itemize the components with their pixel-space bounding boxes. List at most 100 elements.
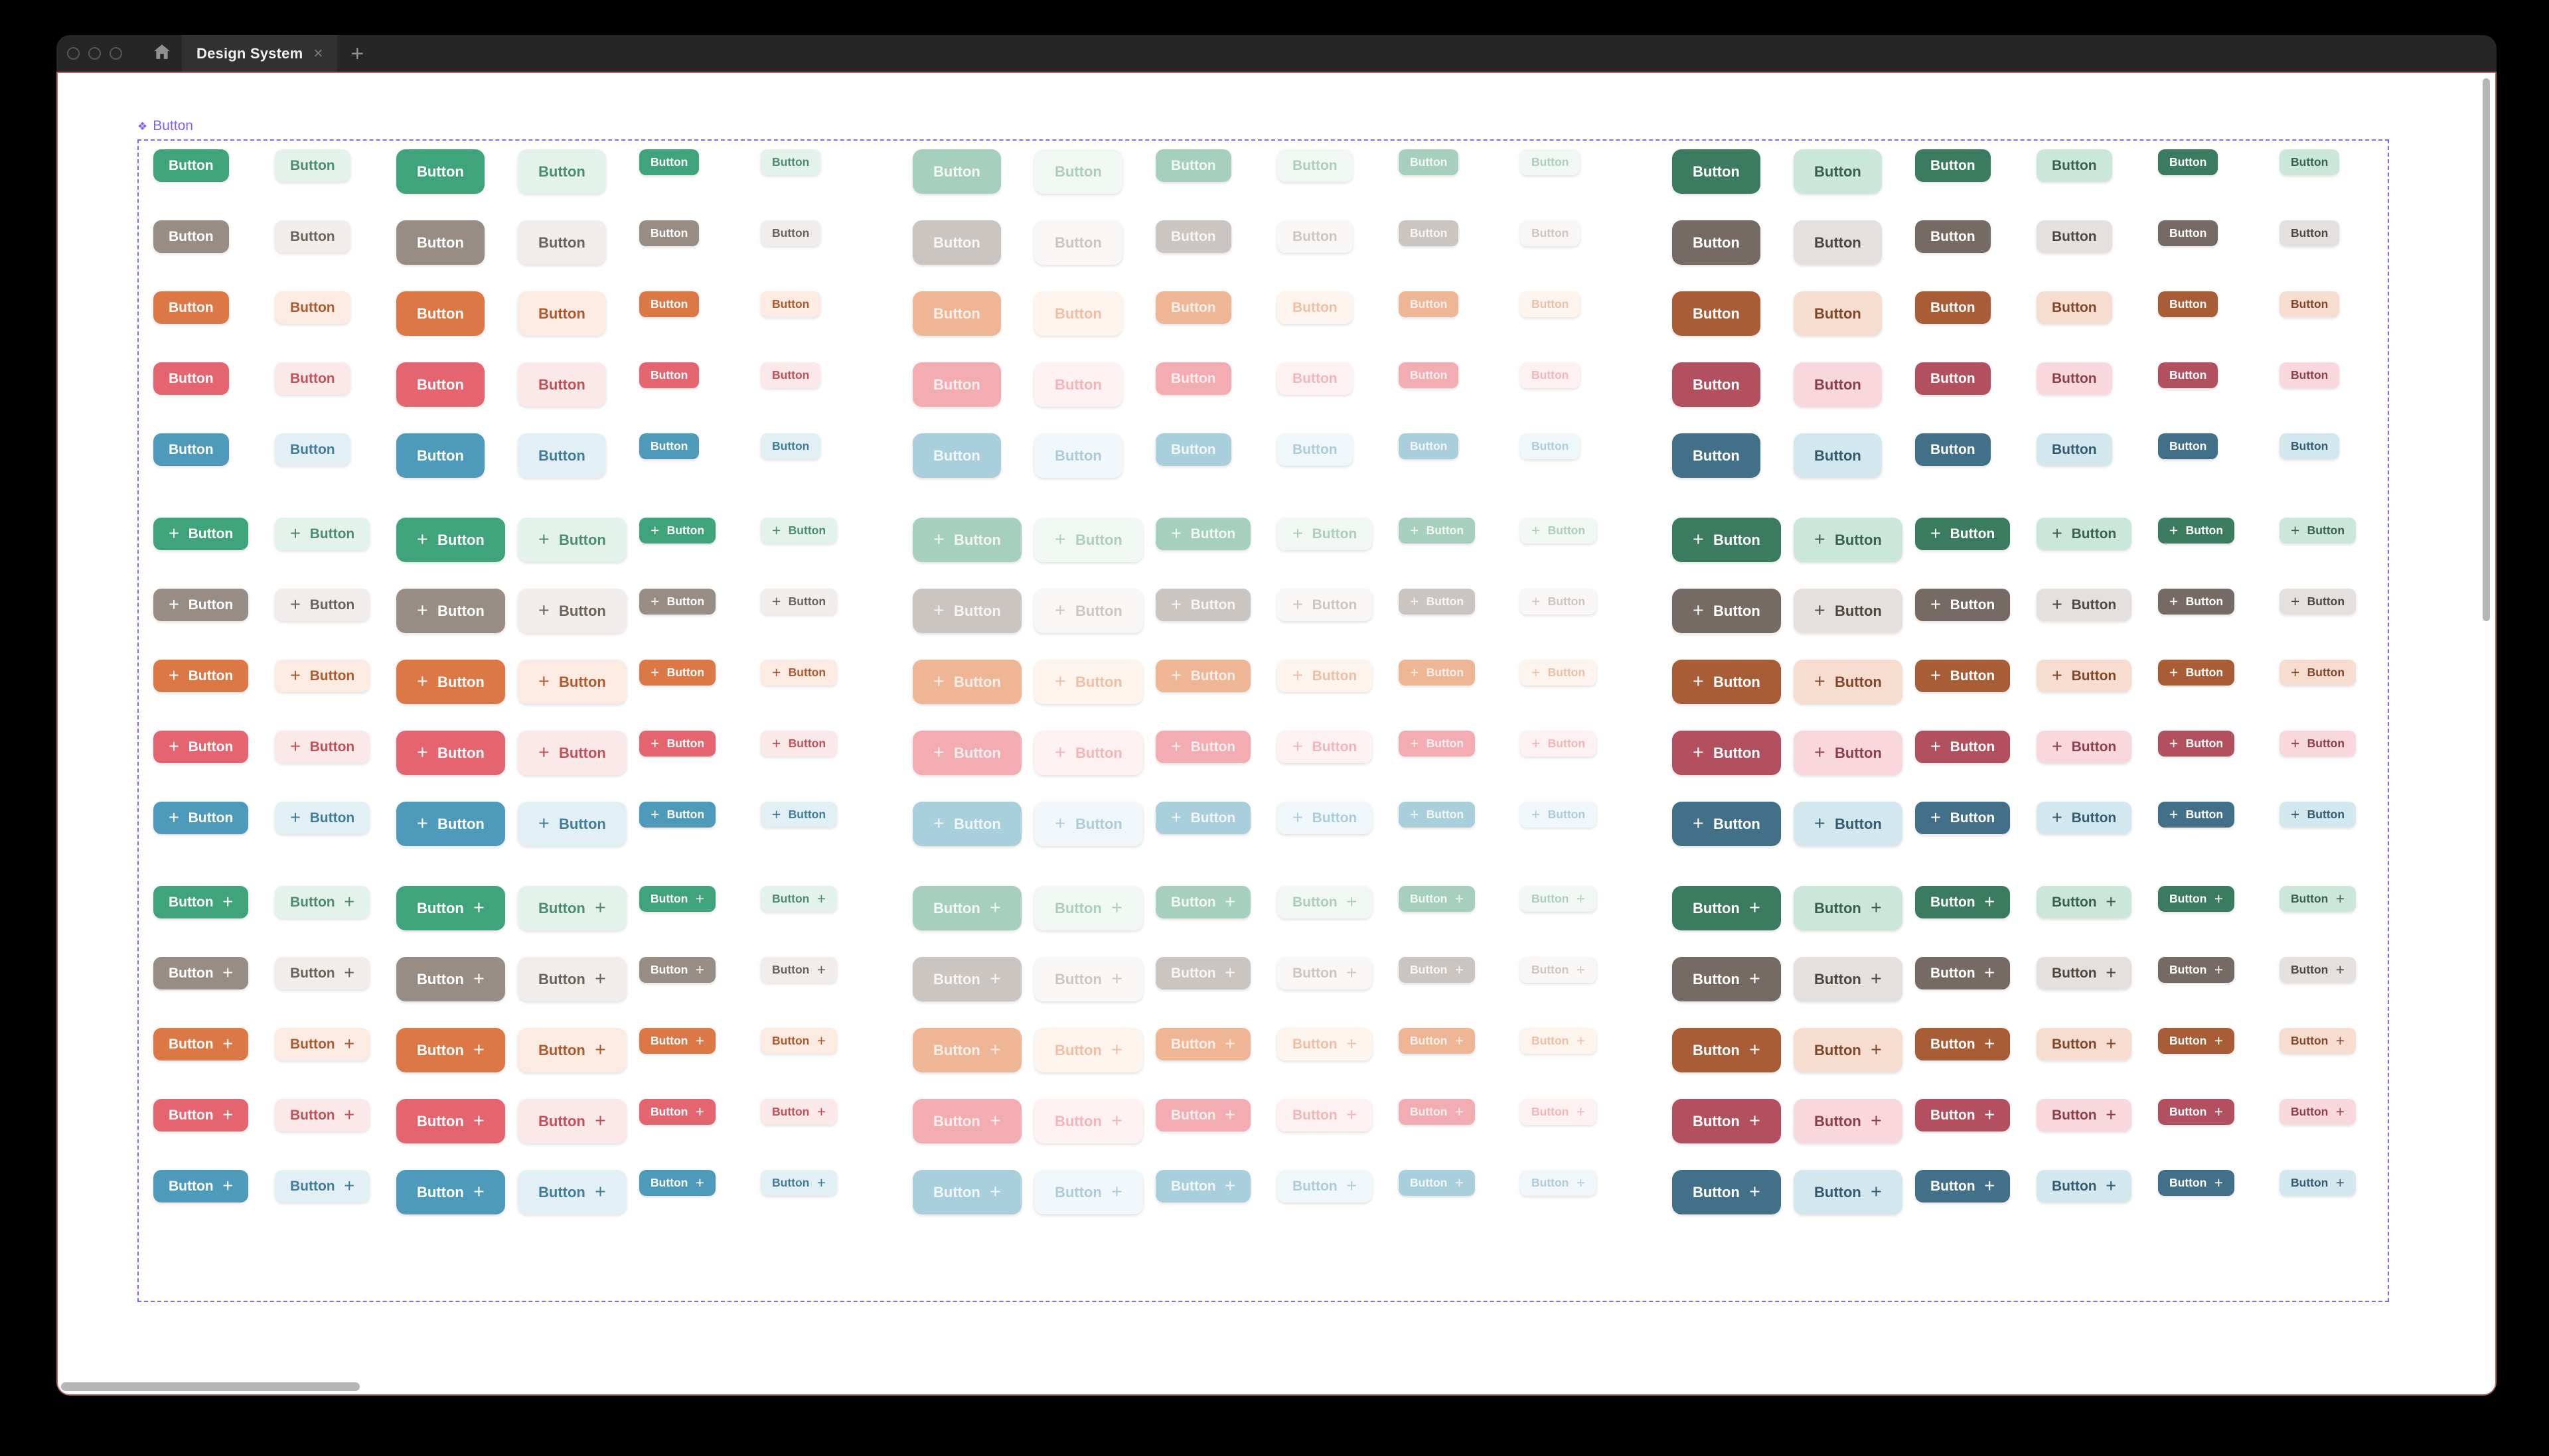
- button-red-disabled-m-solid[interactable]: + Button: [1156, 731, 1251, 763]
- button-green-pressed-l-tonal[interactable]: Button +: [1794, 886, 1902, 930]
- button-blue-disabled-s-solid[interactable]: Button +: [1399, 1170, 1476, 1196]
- button-orange-pressed-l-tonal[interactable]: Button +: [1794, 1028, 1902, 1072]
- home-button[interactable]: [150, 42, 174, 66]
- button-orange-default-l-tonal[interactable]: Button: [518, 291, 606, 336]
- horizontal-scrollbar[interactable]: [61, 1382, 360, 1391]
- button-blue-disabled-m-solid[interactable]: Button +: [1156, 1170, 1251, 1202]
- button-green-disabled-m-solid[interactable]: Button +: [1156, 886, 1251, 918]
- button-red-disabled-l-solid[interactable]: + Button: [913, 731, 1022, 775]
- button-green-default-s-solid[interactable]: Button: [639, 149, 700, 175]
- button-red-disabled-s-solid[interactable]: Button: [1399, 362, 1459, 388]
- button-orange-default-l-tonal[interactable]: Button +: [518, 1028, 627, 1072]
- button-blue-pressed-l-tonal[interactable]: Button: [1794, 433, 1882, 478]
- button-red-disabled-l-solid[interactable]: Button +: [913, 1099, 1022, 1143]
- button-blue-disabled-l-solid[interactable]: Button +: [913, 1170, 1022, 1214]
- button-red-pressed-s-solid[interactable]: Button +: [2158, 1099, 2235, 1125]
- button-red-disabled-s-tonal[interactable]: + Button: [1520, 731, 1597, 757]
- button-orange-default-s-tonal[interactable]: Button: [761, 291, 821, 317]
- button-blue-default-m-tonal[interactable]: Button: [275, 433, 350, 466]
- button-blue-disabled-m-solid[interactable]: Button: [1156, 433, 1231, 466]
- button-green-disabled-l-solid[interactable]: Button: [913, 149, 1001, 194]
- button-red-pressed-l-tonal[interactable]: Button +: [1794, 1099, 1902, 1143]
- button-orange-disabled-l-solid[interactable]: Button: [913, 291, 1001, 336]
- button-gray-pressed-m-solid[interactable]: + Button: [1915, 589, 2011, 621]
- button-gray-disabled-l-solid[interactable]: + Button: [913, 589, 1022, 633]
- button-blue-default-m-tonal[interactable]: + Button: [275, 802, 370, 834]
- button-orange-default-s-solid[interactable]: Button +: [639, 1028, 716, 1054]
- button-gray-disabled-l-solid[interactable]: Button: [913, 220, 1001, 265]
- button-red-default-l-solid[interactable]: Button: [396, 362, 485, 407]
- button-green-pressed-m-solid[interactable]: Button +: [1915, 886, 2011, 918]
- button-green-default-s-solid[interactable]: + Button: [639, 518, 716, 544]
- vertical-scrollbar[interactable]: [2483, 78, 2490, 621]
- button-blue-disabled-m-solid[interactable]: + Button: [1156, 802, 1251, 834]
- button-blue-disabled-s-tonal[interactable]: Button +: [1520, 1170, 1597, 1196]
- button-blue-pressed-s-tonal[interactable]: Button: [2279, 433, 2340, 459]
- button-orange-pressed-l-solid[interactable]: Button +: [1672, 1028, 1781, 1072]
- button-green-pressed-m-tonal[interactable]: Button +: [2037, 886, 2132, 918]
- button-gray-disabled-s-tonal[interactable]: + Button: [1520, 589, 1597, 615]
- button-blue-pressed-l-solid[interactable]: Button: [1672, 433, 1760, 478]
- button-orange-pressed-m-tonal[interactable]: Button +: [2037, 1028, 2132, 1060]
- button-red-default-l-solid[interactable]: Button +: [396, 1099, 505, 1143]
- button-gray-disabled-m-solid[interactable]: Button: [1156, 220, 1231, 253]
- button-blue-pressed-s-tonal[interactable]: Button +: [2279, 1170, 2356, 1196]
- button-orange-disabled-m-tonal[interactable]: Button +: [1277, 1028, 1373, 1060]
- button-blue-disabled-s-tonal[interactable]: + Button: [1520, 802, 1597, 828]
- button-green-disabled-s-tonal[interactable]: Button: [1520, 149, 1581, 175]
- button-red-disabled-m-tonal[interactable]: + Button: [1277, 731, 1373, 763]
- button-blue-pressed-s-solid[interactable]: Button +: [2158, 1170, 2235, 1196]
- button-blue-pressed-s-tonal[interactable]: + Button: [2279, 802, 2356, 828]
- tab-design-system[interactable]: Design System ×: [182, 35, 338, 72]
- button-green-default-s-tonal[interactable]: + Button: [761, 518, 838, 544]
- button-orange-pressed-l-tonal[interactable]: Button: [1794, 291, 1882, 336]
- button-green-default-m-tonal[interactable]: Button: [275, 149, 350, 182]
- button-orange-default-s-solid[interactable]: + Button: [639, 660, 716, 686]
- button-blue-disabled-l-tonal[interactable]: + Button: [1034, 802, 1143, 846]
- button-red-disabled-m-tonal[interactable]: Button: [1277, 362, 1353, 395]
- button-gray-disabled-s-solid[interactable]: Button +: [1399, 957, 1476, 983]
- button-gray-disabled-s-solid[interactable]: + Button: [1399, 589, 1476, 615]
- button-orange-pressed-m-solid[interactable]: + Button: [1915, 660, 2011, 692]
- button-red-pressed-s-tonal[interactable]: + Button: [2279, 731, 2356, 757]
- button-gray-disabled-s-tonal[interactable]: Button +: [1520, 957, 1597, 983]
- button-orange-default-m-tonal[interactable]: Button +: [275, 1028, 370, 1060]
- button-green-default-l-solid[interactable]: + Button: [396, 518, 505, 562]
- button-blue-default-l-tonal[interactable]: + Button: [518, 802, 627, 846]
- button-blue-pressed-m-solid[interactable]: Button: [1915, 433, 1991, 466]
- button-orange-pressed-l-solid[interactable]: Button: [1672, 291, 1760, 336]
- button-gray-disabled-l-tonal[interactable]: + Button: [1034, 589, 1143, 633]
- button-red-default-s-solid[interactable]: Button +: [639, 1099, 716, 1125]
- button-red-disabled-s-tonal[interactable]: Button: [1520, 362, 1581, 388]
- button-green-disabled-m-tonal[interactable]: Button +: [1277, 886, 1373, 918]
- button-gray-default-m-tonal[interactable]: Button: [275, 220, 350, 253]
- button-gray-disabled-m-solid[interactable]: + Button: [1156, 589, 1251, 621]
- button-green-default-l-tonal[interactable]: + Button: [518, 518, 627, 562]
- button-red-disabled-s-tonal[interactable]: Button +: [1520, 1099, 1597, 1125]
- button-red-default-s-solid[interactable]: Button: [639, 362, 700, 388]
- button-gray-pressed-l-tonal[interactable]: + Button: [1794, 589, 1902, 633]
- button-gray-disabled-l-tonal[interactable]: Button +: [1034, 957, 1143, 1001]
- button-orange-default-l-tonal[interactable]: + Button: [518, 660, 627, 704]
- button-green-default-s-solid[interactable]: Button +: [639, 886, 716, 912]
- button-red-default-m-tonal[interactable]: + Button: [275, 731, 370, 763]
- button-blue-pressed-m-tonal[interactable]: Button +: [2037, 1170, 2132, 1202]
- button-green-default-s-tonal[interactable]: Button: [761, 149, 821, 175]
- button-green-default-l-tonal[interactable]: Button: [518, 149, 606, 194]
- button-gray-disabled-l-solid[interactable]: Button +: [913, 957, 1022, 1001]
- button-orange-disabled-s-tonal[interactable]: Button +: [1520, 1028, 1597, 1054]
- button-blue-default-l-tonal[interactable]: Button: [518, 433, 606, 478]
- button-green-pressed-l-solid[interactable]: + Button: [1672, 518, 1781, 562]
- button-green-disabled-m-solid[interactable]: + Button: [1156, 518, 1251, 550]
- button-red-disabled-m-solid[interactable]: Button: [1156, 362, 1231, 395]
- button-gray-default-m-solid[interactable]: + Button: [153, 589, 249, 621]
- button-orange-default-m-solid[interactable]: Button: [153, 291, 229, 324]
- button-blue-default-s-tonal[interactable]: Button +: [761, 1170, 838, 1196]
- button-blue-default-l-solid[interactable]: + Button: [396, 802, 505, 846]
- button-red-disabled-l-tonal[interactable]: Button: [1034, 362, 1122, 407]
- button-red-disabled-s-solid[interactable]: + Button: [1399, 731, 1476, 757]
- button-orange-pressed-m-solid[interactable]: Button: [1915, 291, 1991, 324]
- button-gray-default-l-tonal[interactable]: Button +: [518, 957, 627, 1001]
- button-red-pressed-s-tonal[interactable]: Button: [2279, 362, 2340, 388]
- button-red-default-l-solid[interactable]: + Button: [396, 731, 505, 775]
